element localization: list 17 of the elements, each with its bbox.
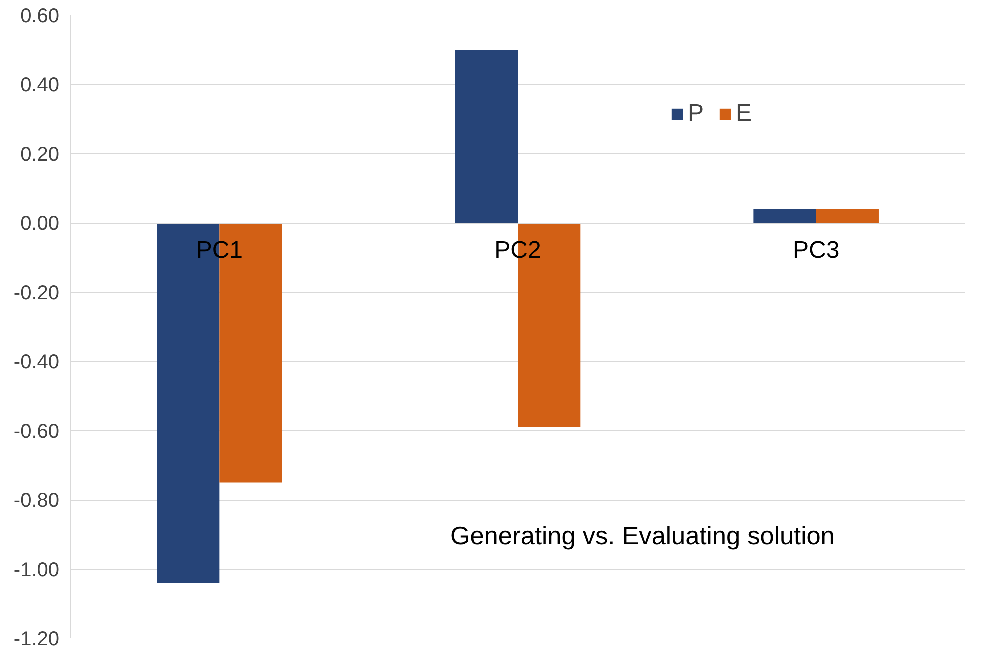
legend-label: P <box>688 100 706 128</box>
bar <box>816 209 879 224</box>
y-tick-label: 0.40 <box>20 74 60 97</box>
y-tick-label: 0.20 <box>20 144 60 166</box>
bar <box>754 209 816 224</box>
y-tick-label: -0.20 <box>14 282 60 304</box>
annotation: Generating vs. Evaluating solution <box>450 522 835 550</box>
y-tick-label: -1.00 <box>14 559 60 582</box>
legend-label: E <box>736 100 754 128</box>
bar <box>455 50 518 224</box>
y-tick-label: 0.60 <box>20 6 60 28</box>
y-tick-label: -0.60 <box>14 420 60 443</box>
y-tick-label: -0.80 <box>14 490 60 512</box>
y-tick-label: 0.00 <box>20 213 60 236</box>
x-tick-label: PC3 <box>792 237 840 264</box>
y-tick-label: -0.40 <box>14 352 60 374</box>
y-tick-label: -1.20 <box>14 628 60 650</box>
